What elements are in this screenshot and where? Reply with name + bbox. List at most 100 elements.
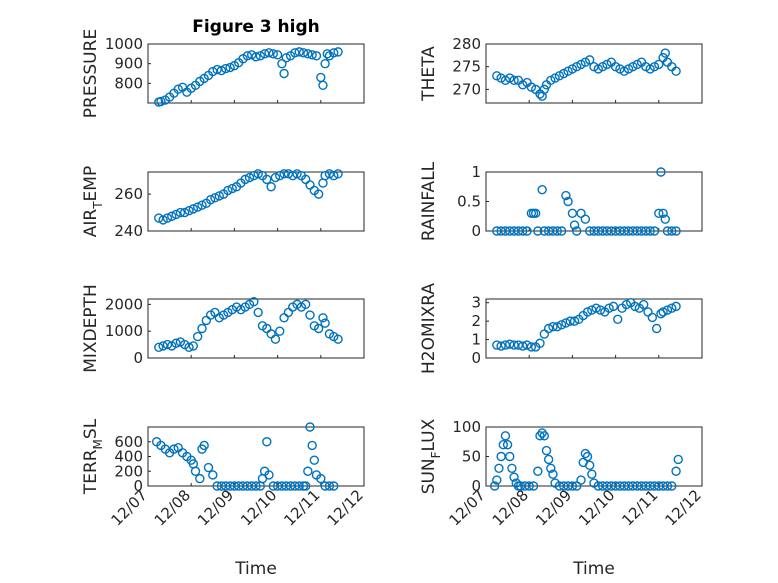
data-point [180,207,190,218]
data-point [509,472,519,482]
data-point [533,226,543,236]
data-point [175,207,186,218]
data-point [313,323,324,334]
data-point [518,341,528,351]
data-point [645,226,655,236]
data-point [621,299,632,310]
y-tick-label: 50 [462,448,481,466]
y-tick-label: 3 [471,294,481,312]
data-point [316,473,326,484]
data-point [333,169,343,179]
data-point [539,84,550,95]
x-tick-label: 12/11 [280,486,323,529]
data-point [197,200,207,210]
data-point [505,339,515,349]
data-point [660,214,670,224]
data-point [530,208,541,219]
data-point [522,340,532,350]
y-tick-label: 800 [114,74,143,92]
data-point [662,481,673,491]
data-point [580,214,591,224]
data-point [221,63,231,74]
y-axis-label-main: THETA [419,46,439,102]
data-point [173,84,183,94]
data-point [199,440,209,451]
data-point [223,185,233,196]
data-point [305,310,315,320]
y-axis-label-main: MIXDEPTH [81,284,101,373]
y-axis-label-tail: LUX [419,418,439,451]
data-point [216,65,227,76]
data-point [489,481,500,491]
data-point [507,463,517,473]
data-point [298,48,309,58]
x-tick-label: 12/12 [324,486,367,529]
data-point [595,305,606,315]
data-point [240,174,250,185]
axes-frame [147,298,365,359]
data-point [279,169,289,179]
data-point [320,318,330,328]
data-point [649,226,660,236]
data-point [188,341,199,351]
data-point [539,431,550,441]
data-point [569,316,580,326]
data-point [329,48,339,58]
data-point [292,169,302,179]
data-point [509,340,519,350]
data-point [303,49,313,59]
data-point [184,342,194,352]
x-tick-label: 12/11 [618,486,661,529]
data-point [654,59,664,70]
data-point [671,226,681,236]
y-axis-label: PRESSURE [81,29,101,118]
x-axis-label: Time [234,559,277,579]
data-point [333,47,343,57]
data-point [662,305,673,315]
data-point [205,194,216,205]
y-tick-label: 1000 [105,322,143,340]
data-point [313,189,324,199]
data-point [214,191,224,201]
data-point [505,451,515,462]
data-point [572,226,582,236]
data-point [184,206,194,216]
y-tick-label: 240 [114,222,143,240]
data-point [171,338,181,348]
y-tick-label: 0 [471,349,481,367]
data-point [522,226,532,236]
data-point [572,481,582,491]
data-point [300,481,311,491]
y-tick-label: 270 [452,80,481,98]
data-point [322,49,332,59]
data-point [569,220,580,230]
data-point [264,470,274,480]
y-tick-label: 0 [133,349,143,367]
y-tick-label: 275 [452,58,481,76]
x-tick-label: 12/09 [194,486,237,529]
data-point [333,334,343,344]
y-axis-label-main: SUN [419,458,439,494]
data-point [651,323,662,334]
data-point [188,204,199,214]
data-point [524,481,534,491]
y-axis-label-main: RAINFALL [419,161,439,241]
y-tick-label: 0 [471,477,481,495]
x-axis-label: Time [572,559,615,579]
data-point [246,50,257,60]
data-point [195,473,205,484]
data-point [563,196,573,207]
data-point [533,466,543,476]
data-point [671,66,681,76]
x-tick-label: 12/08 [489,486,532,529]
data-point [576,475,586,485]
data-point [561,190,571,201]
data-point [158,215,168,225]
data-point [561,318,571,328]
data-point [309,455,320,465]
data-point [255,51,266,61]
